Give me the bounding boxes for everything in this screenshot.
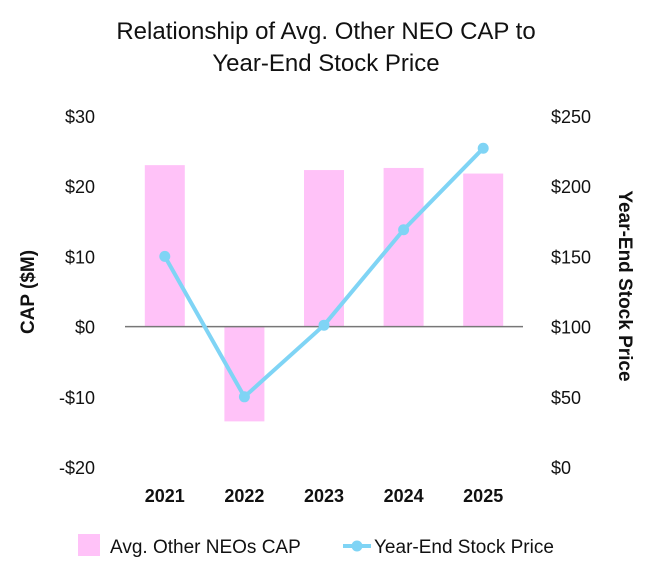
stock-price-point-2022 bbox=[238, 391, 250, 403]
stock-price-point-2023 bbox=[318, 319, 330, 331]
left-axis-label: CAP ($M) bbox=[18, 250, 39, 334]
right-tick-label: $200 bbox=[551, 177, 591, 197]
left-tick-label: $0 bbox=[75, 318, 95, 338]
stock-price-point-2024 bbox=[398, 224, 410, 236]
left-tick-label: $10 bbox=[65, 247, 95, 267]
category-label: 2024 bbox=[384, 486, 424, 506]
chart-title-line-2: Year-End Stock Price bbox=[212, 50, 439, 77]
bar-series bbox=[144, 165, 504, 422]
left-tick-label: $30 bbox=[65, 107, 95, 127]
category-labels: 2021 2022 2023 2024 2025 bbox=[145, 486, 503, 506]
stock-price-point-2021 bbox=[159, 250, 171, 262]
bar-2021 bbox=[144, 165, 185, 327]
right-tick-label: $250 bbox=[551, 107, 591, 127]
category-label: 2021 bbox=[145, 486, 185, 506]
right-axis-label: Year-End Stock Price bbox=[614, 190, 635, 381]
chart-title-line-1: Relationship of Avg. Other NEO CAP to bbox=[116, 18, 535, 45]
left-axis-ticks: $30 $20 $10 $0 -$10 -$20 bbox=[59, 107, 95, 478]
legend-line-label: Year-End Stock Price bbox=[374, 537, 554, 558]
bar-2025 bbox=[463, 173, 504, 327]
legend-bar-label: Avg. Other NEOs CAP bbox=[110, 537, 301, 558]
right-axis-ticks: $250 $200 $150 $100 $50 $0 bbox=[551, 107, 591, 478]
left-tick-label: -$10 bbox=[59, 388, 95, 408]
line-series bbox=[159, 142, 489, 403]
legend-line-marker bbox=[351, 540, 363, 552]
left-tick-label: -$20 bbox=[59, 458, 95, 478]
legend-bar-swatch bbox=[78, 534, 100, 556]
category-label: 2023 bbox=[304, 486, 344, 506]
right-tick-label: $50 bbox=[551, 388, 581, 408]
category-label: 2025 bbox=[463, 486, 503, 506]
right-tick-label: $100 bbox=[551, 318, 591, 338]
right-tick-label: $150 bbox=[551, 247, 591, 267]
category-label: 2022 bbox=[224, 486, 264, 506]
right-tick-label: $0 bbox=[551, 458, 571, 478]
stock-price-point-2025 bbox=[477, 142, 489, 154]
left-tick-label: $20 bbox=[65, 177, 95, 197]
legend: Avg. Other NEOs CAP Year-End Stock Price bbox=[78, 534, 554, 558]
bar-2023 bbox=[304, 170, 344, 327]
